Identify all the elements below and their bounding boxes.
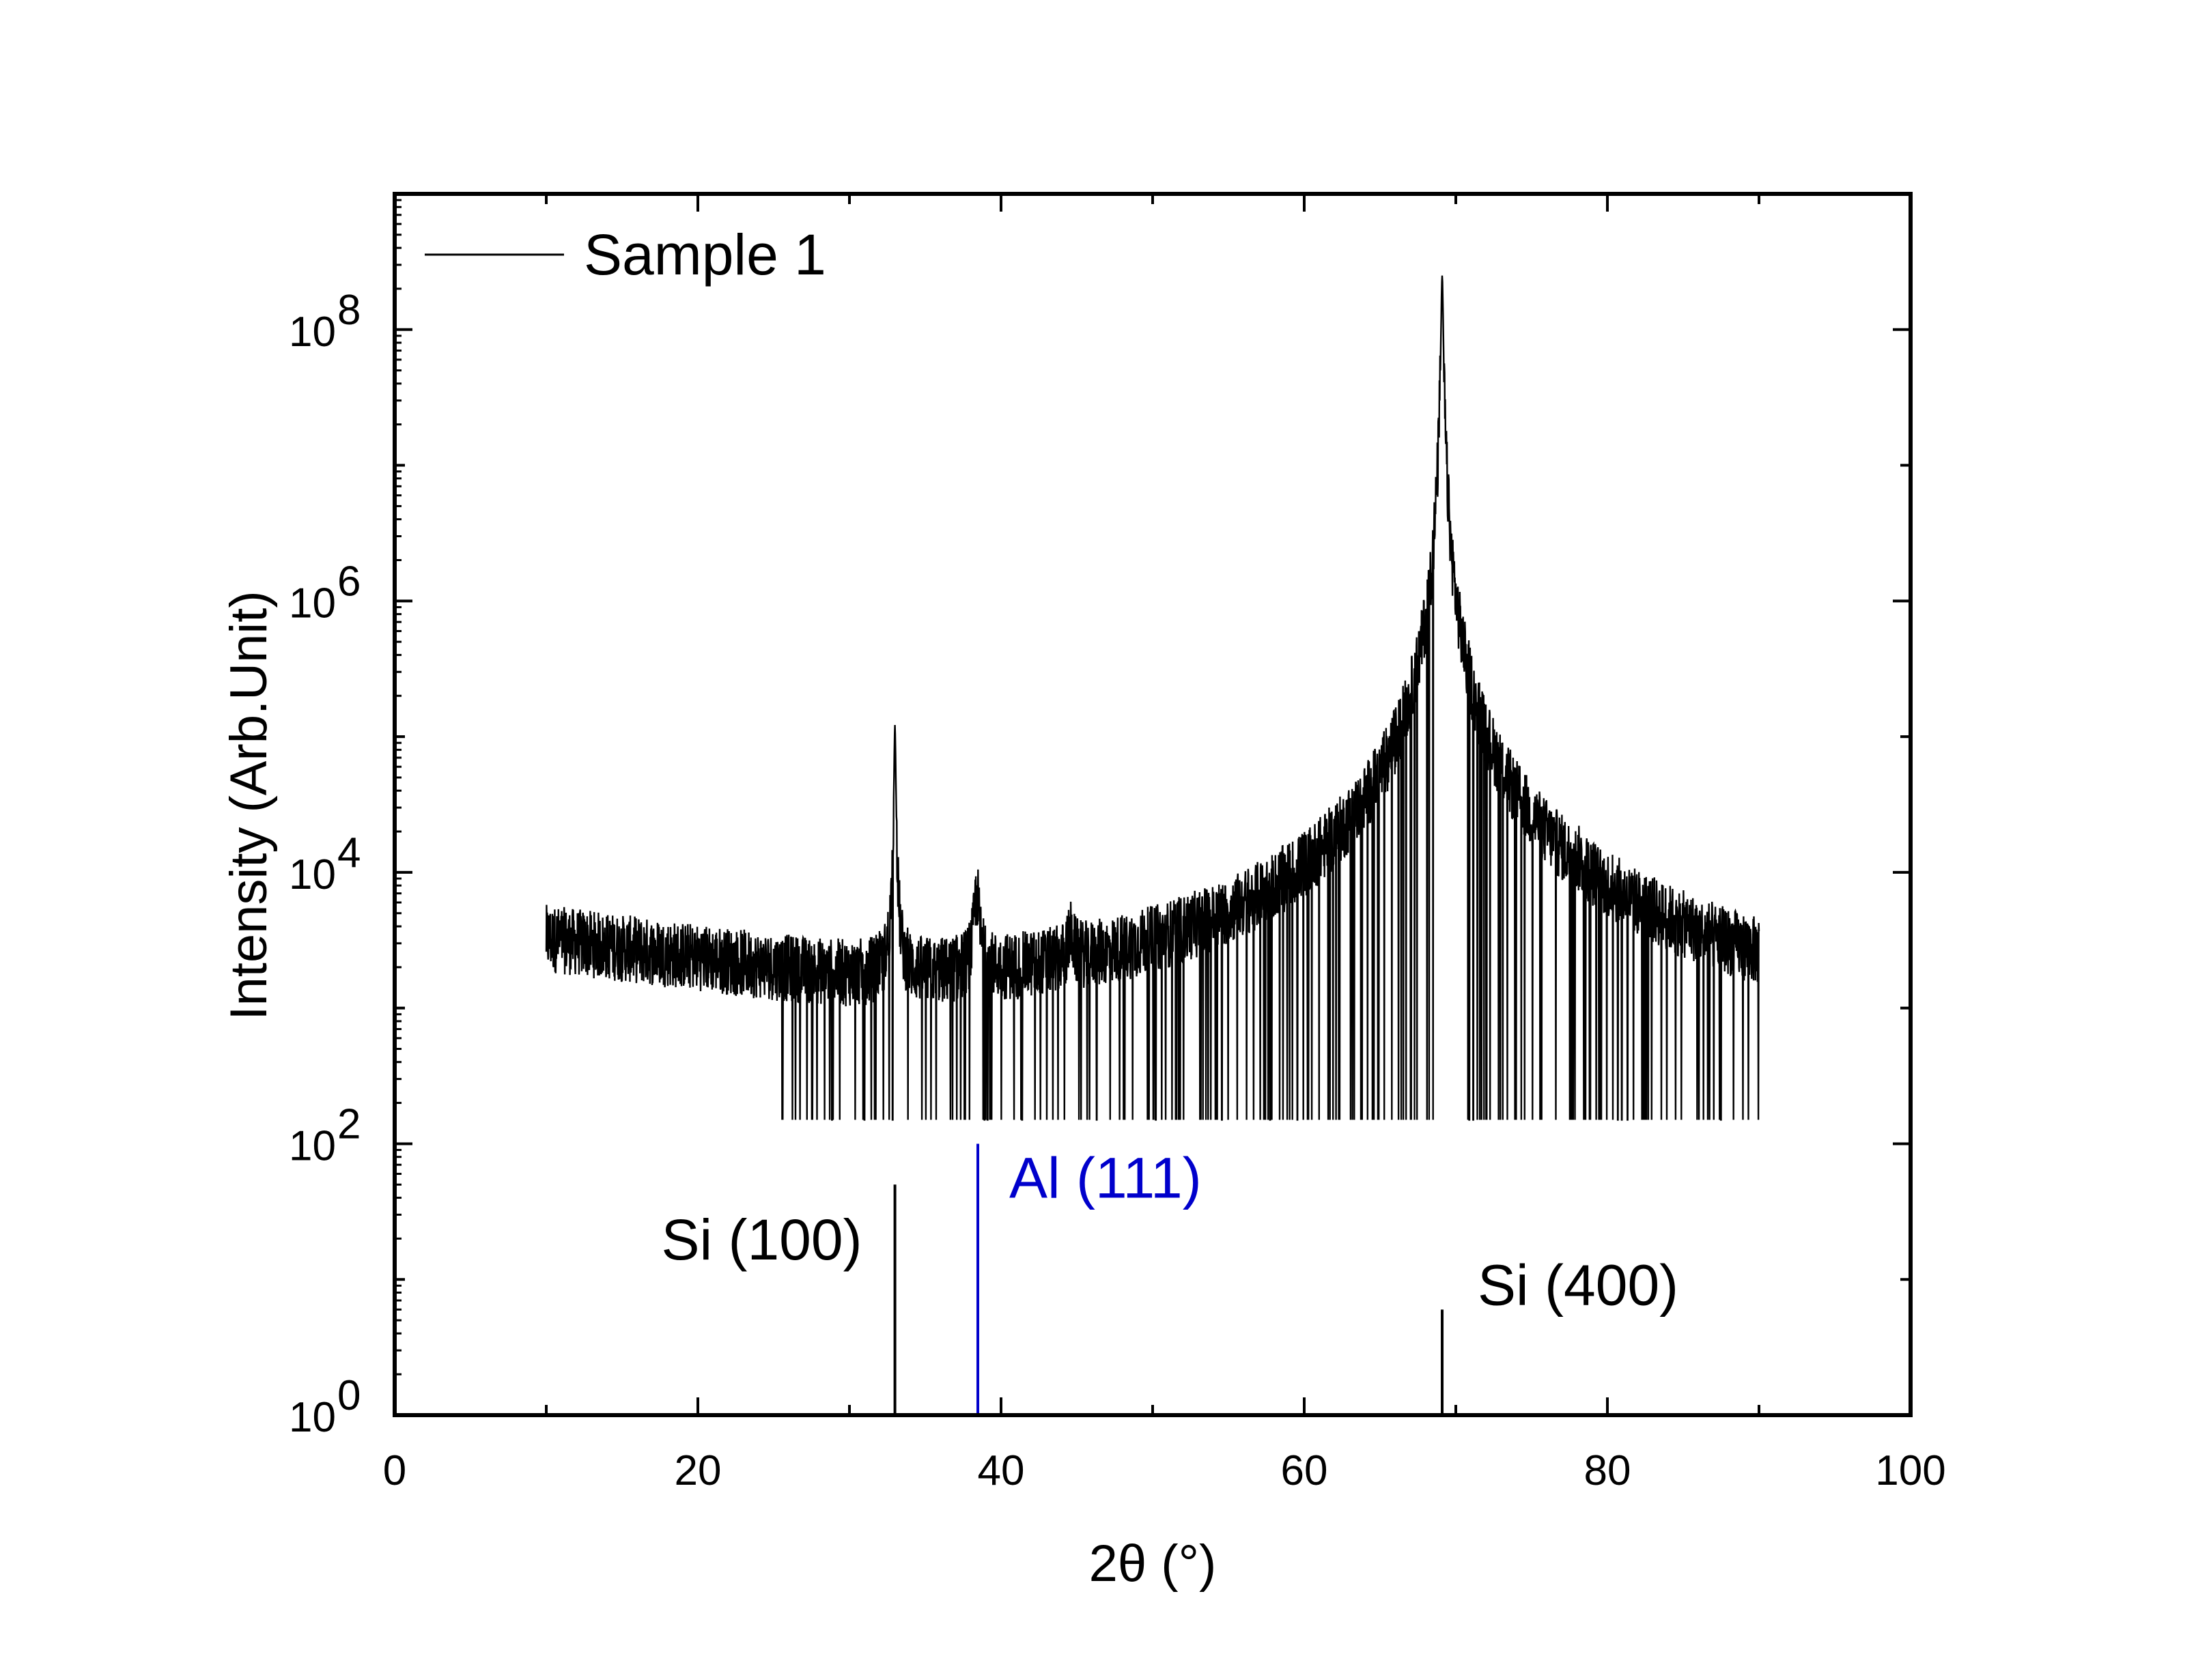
x-tick-label: 40 [978, 1447, 1025, 1494]
reference-lines: Si (100) Al (111) Si (400) [661, 1143, 1678, 1415]
series-line-sample-1 [545, 275, 1760, 1121]
series-layer [545, 275, 1760, 1121]
y-tick-label: 10 [289, 1122, 336, 1169]
legend-label-sample-1: Sample 1 [584, 223, 826, 287]
legend: Sample 1 [425, 223, 826, 287]
y-tick-exponent: 2 [337, 1100, 361, 1148]
reference-label-2: Si (400) [1478, 1253, 1678, 1317]
y-tick-label: 10 [289, 1394, 336, 1441]
x-axis-title: 2θ (°) [1089, 1535, 1217, 1593]
y-tick-label: 10 [289, 309, 336, 356]
x-tick-label: 60 [1281, 1447, 1328, 1494]
x-tick-label: 20 [675, 1447, 722, 1494]
y-axis-title: Intensity (Arb.Unit) [220, 590, 278, 1020]
y-tick-label: 10 [289, 851, 336, 898]
reference-label-1: Al (111) [1009, 1146, 1202, 1210]
y-tick-exponent: 8 [337, 287, 361, 334]
axis-ticks [393, 194, 1912, 1416]
x-tick-label: 100 [1875, 1447, 1945, 1494]
reference-label-0: Si (100) [661, 1208, 862, 1272]
x-tick-labels: 0 20 40 60 80 100 [383, 1447, 1946, 1494]
x-tick-label: 80 [1584, 1447, 1631, 1494]
y-tick-exponent: 6 [337, 558, 361, 605]
x-tick-label: 0 [383, 1447, 406, 1494]
y-tick-exponent: 4 [337, 829, 361, 877]
y-tick-label: 10 [289, 580, 336, 627]
y-tick-exponent: 0 [337, 1372, 361, 1419]
